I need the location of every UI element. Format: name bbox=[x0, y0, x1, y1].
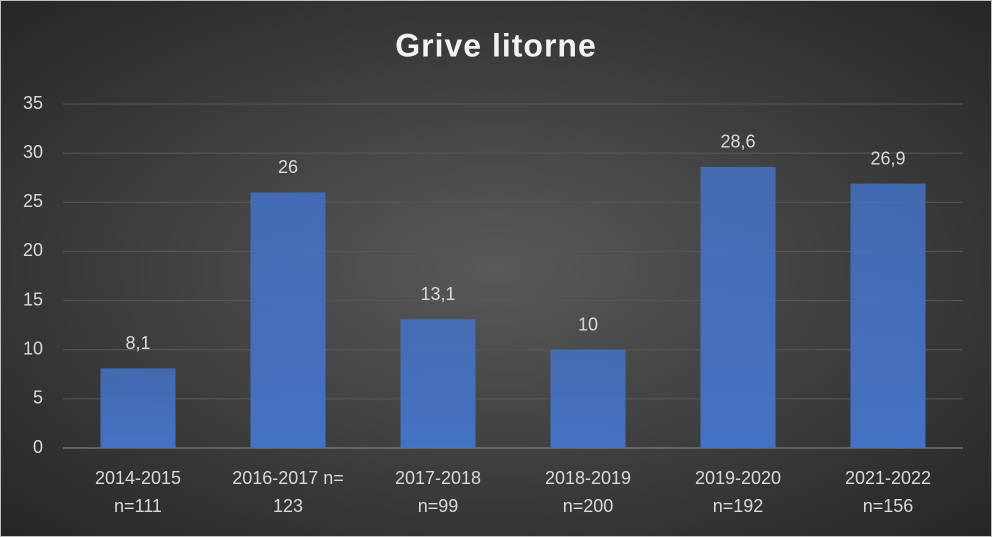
bar bbox=[400, 319, 476, 448]
bar bbox=[250, 192, 326, 448]
x-tick-label: 2016-2017 n= 123 bbox=[232, 468, 344, 516]
x-tick-label: 2014-2015 n=111 bbox=[94, 468, 182, 516]
data-label: 28,6 bbox=[720, 132, 755, 152]
bar bbox=[100, 368, 176, 448]
y-tick-label: 15 bbox=[23, 289, 43, 309]
bar bbox=[550, 349, 626, 448]
y-tick-label: 5 bbox=[33, 388, 43, 408]
bar bbox=[700, 166, 776, 448]
x-tick-label: 2018-2019 n=200 bbox=[544, 468, 632, 516]
y-tick-label: 35 bbox=[23, 93, 43, 113]
y-tick-label: 0 bbox=[33, 437, 43, 457]
y-tick-label: 25 bbox=[23, 191, 43, 211]
bar bbox=[850, 183, 926, 448]
data-label: 26,9 bbox=[870, 148, 905, 168]
data-label: 8,1 bbox=[125, 333, 150, 353]
data-label: 13,1 bbox=[420, 284, 455, 304]
y-tick-label: 10 bbox=[23, 338, 43, 358]
data-label: 10 bbox=[578, 314, 598, 334]
y-tick-label: 20 bbox=[23, 240, 43, 260]
chart-title: Grive litorne bbox=[395, 27, 597, 63]
data-label: 26 bbox=[278, 157, 298, 177]
x-tick-label: 2021-2022 n=156 bbox=[844, 468, 932, 516]
y-tick-label: 30 bbox=[23, 142, 43, 162]
x-tick-label: 2019-2020 n=192 bbox=[694, 468, 782, 516]
x-tick-label: 2017-2018 n=99 bbox=[394, 468, 482, 516]
